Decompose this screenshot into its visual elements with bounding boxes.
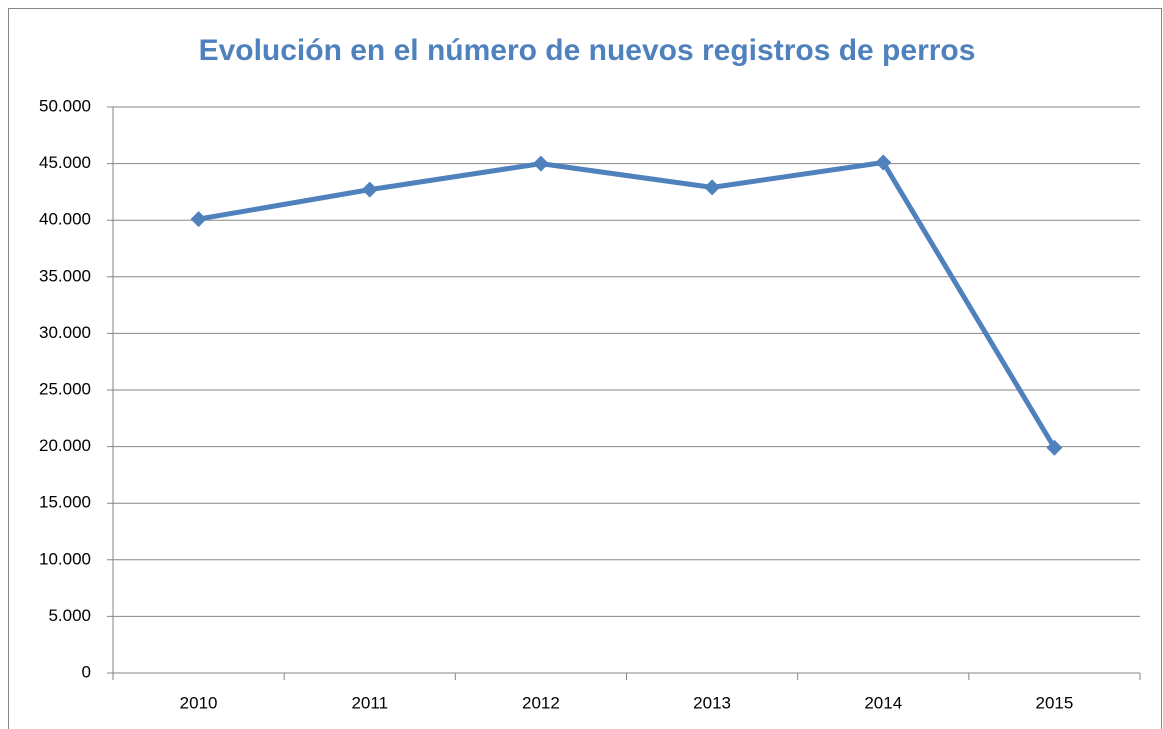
y-tick-label: 10.000 (39, 549, 91, 568)
data-point (361, 181, 378, 198)
y-tick-label: 0 (82, 662, 91, 681)
data-point (190, 211, 207, 228)
chart-border (8, 8, 1162, 729)
series-line (198, 159, 1057, 450)
y-tick-label: 20.000 (39, 436, 91, 455)
x-tick-label: 2011 (351, 693, 388, 712)
data-point (532, 155, 549, 172)
y-tick-label: 15.000 (39, 493, 91, 512)
y-tick-label: 50.000 (39, 96, 91, 115)
y-tick-label: 45.000 (39, 153, 91, 172)
x-tick-label: 2010 (180, 693, 218, 712)
y-tick-label: 35.000 (39, 266, 91, 285)
data-point (875, 154, 892, 171)
x-tick-label: 2013 (693, 693, 731, 712)
y-tick-label: 5.000 (48, 606, 91, 625)
y-tick-label: 40.000 (39, 210, 91, 229)
x-tick-label: 2015 (1036, 693, 1074, 712)
x-tick-label: 2012 (522, 693, 560, 712)
data-point (1046, 439, 1063, 456)
data-point (704, 179, 721, 196)
y-tick-label: 25.000 (39, 379, 91, 398)
chart-title: Evolución en el número de nuevos registr… (199, 34, 976, 67)
x-tick-label: 2014 (864, 693, 902, 712)
y-tick-label: 30.000 (39, 323, 91, 342)
